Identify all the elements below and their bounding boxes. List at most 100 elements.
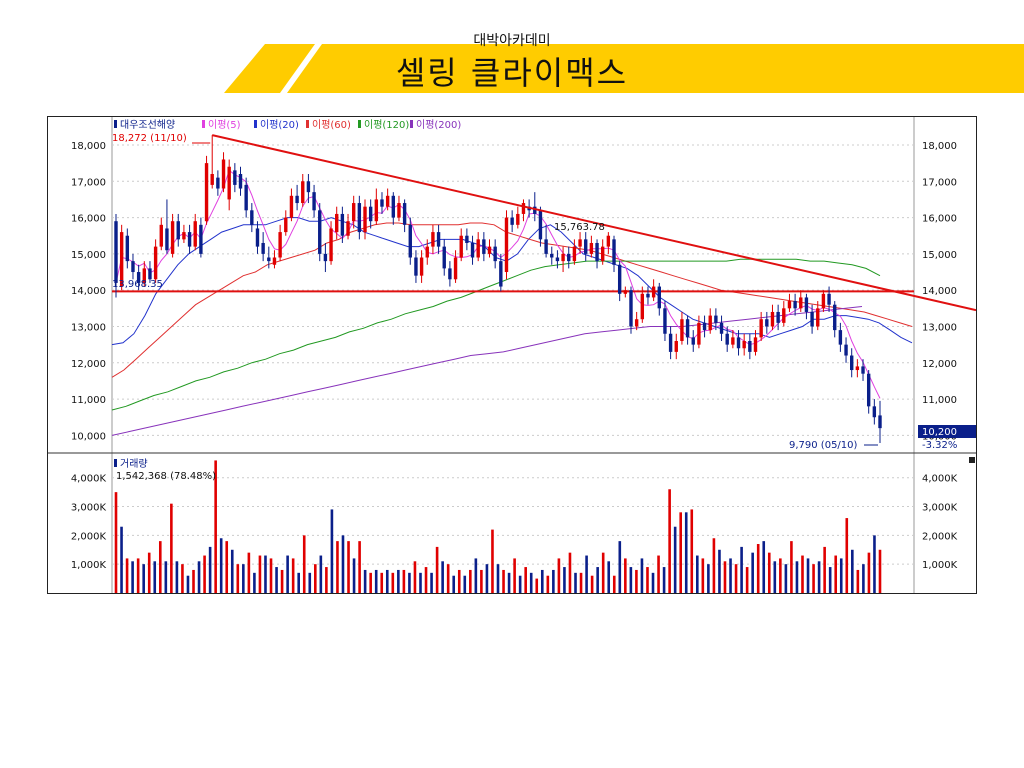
candle-body[interactable] — [651, 286, 656, 298]
candle-body[interactable] — [742, 341, 746, 349]
volume-bar[interactable] — [435, 546, 439, 593]
volume-bar[interactable] — [618, 541, 622, 593]
volume-bar[interactable] — [319, 555, 323, 593]
candle-body[interactable] — [765, 319, 769, 327]
volume-bar[interactable] — [756, 544, 760, 593]
volume-bar[interactable] — [640, 558, 644, 593]
candle-body[interactable] — [567, 253, 571, 262]
candle-body[interactable] — [640, 293, 645, 320]
volume-bar[interactable] — [131, 561, 134, 593]
volume-bar[interactable] — [601, 552, 605, 593]
volume-bar[interactable] — [175, 561, 179, 593]
volume-bar[interactable] — [430, 572, 433, 593]
volume-bar[interactable] — [740, 546, 743, 593]
volume-bar[interactable] — [590, 575, 594, 593]
candle-body[interactable] — [504, 217, 509, 273]
candle-body[interactable] — [340, 213, 345, 236]
volume-bar[interactable] — [480, 569, 483, 593]
candle-body[interactable] — [431, 232, 435, 247]
candle-body[interactable] — [544, 239, 548, 254]
volume-bar[interactable] — [873, 535, 876, 593]
candle-body[interactable] — [414, 257, 418, 276]
candle-body[interactable] — [725, 333, 729, 345]
volume-bar[interactable] — [823, 546, 826, 593]
candle-body[interactable] — [634, 319, 639, 327]
candle-body[interactable] — [244, 184, 248, 211]
candle-body[interactable] — [855, 366, 860, 371]
volume-bar[interactable] — [275, 567, 278, 593]
volume-bar[interactable] — [839, 558, 843, 593]
candle-body[interactable] — [136, 272, 141, 283]
candle-body[interactable] — [521, 203, 526, 214]
candle-body[interactable] — [261, 242, 265, 254]
volume-bar[interactable] — [286, 555, 289, 593]
candle-body[interactable] — [572, 246, 577, 262]
volume-bar[interactable] — [812, 564, 815, 593]
volume-bar[interactable] — [413, 561, 417, 593]
volume-bar[interactable] — [668, 489, 671, 593]
candle-body[interactable] — [482, 239, 486, 254]
candle-body[interactable] — [335, 213, 339, 233]
candle-body[interactable] — [295, 195, 299, 204]
candle-body[interactable] — [459, 235, 463, 258]
volume-bar[interactable] — [851, 549, 854, 593]
candle-body[interactable] — [351, 203, 356, 222]
volume-bar[interactable] — [696, 555, 699, 593]
candle-body[interactable] — [685, 319, 690, 338]
volume-bar[interactable] — [186, 575, 190, 593]
candle-body[interactable] — [804, 297, 809, 312]
volume-bar[interactable] — [247, 552, 251, 593]
volume-bar[interactable] — [745, 567, 749, 593]
candle-body[interactable] — [668, 333, 673, 352]
volume-bar[interactable] — [114, 492, 118, 593]
volume-bar[interactable] — [552, 569, 555, 593]
candle-body[interactable] — [612, 239, 616, 265]
volume-bar[interactable] — [596, 567, 599, 593]
volume-bar[interactable] — [806, 558, 810, 593]
candle-body[interactable] — [329, 228, 333, 262]
volume-bar[interactable] — [219, 538, 223, 593]
volume-bar[interactable] — [762, 541, 766, 593]
volume-bar[interactable] — [242, 564, 245, 593]
candle-body[interactable] — [555, 257, 560, 262]
candle-body[interactable] — [306, 181, 311, 193]
candle-body[interactable] — [368, 206, 373, 222]
volume-bar[interactable] — [773, 561, 777, 593]
candle-body[interactable] — [753, 337, 758, 352]
volume-bar[interactable] — [457, 569, 461, 593]
candle-body[interactable] — [278, 232, 282, 258]
volume-bar[interactable] — [419, 572, 422, 593]
volume-bar[interactable] — [629, 567, 633, 593]
volume-bar[interactable] — [585, 555, 588, 593]
candle-body[interactable] — [119, 232, 124, 287]
candle-body[interactable] — [827, 293, 831, 305]
volume-bar[interactable] — [651, 572, 655, 593]
candle-body[interactable] — [131, 261, 135, 273]
candle-body[interactable] — [799, 297, 803, 309]
candle-body[interactable] — [210, 174, 214, 185]
volume-bar[interactable] — [502, 569, 505, 593]
volume-bar[interactable] — [767, 552, 771, 593]
candle-body[interactable] — [289, 195, 294, 218]
volume-bar[interactable] — [330, 509, 334, 593]
candle-body[interactable] — [776, 311, 780, 323]
volume-bar[interactable] — [352, 558, 356, 593]
candle-body[interactable] — [759, 319, 763, 338]
candle-body[interactable] — [301, 181, 305, 204]
candle-body[interactable] — [629, 290, 633, 327]
candle-body[interactable] — [312, 192, 316, 211]
candle-body[interactable] — [442, 246, 446, 269]
candle-body[interactable] — [170, 221, 175, 254]
volume-bar[interactable] — [862, 564, 865, 593]
volume-bar[interactable] — [646, 567, 649, 593]
volume-bar[interactable] — [153, 561, 157, 593]
volume-bar[interactable] — [347, 541, 350, 593]
candle-body[interactable] — [199, 224, 203, 254]
volume-bar[interactable] — [197, 561, 201, 593]
candle-body[interactable] — [397, 203, 401, 218]
candle-body[interactable] — [787, 301, 792, 309]
candle-body[interactable] — [816, 308, 820, 327]
candle-body[interactable] — [533, 206, 537, 214]
candle-body[interactable] — [691, 337, 695, 345]
volume-bar[interactable] — [795, 561, 799, 593]
